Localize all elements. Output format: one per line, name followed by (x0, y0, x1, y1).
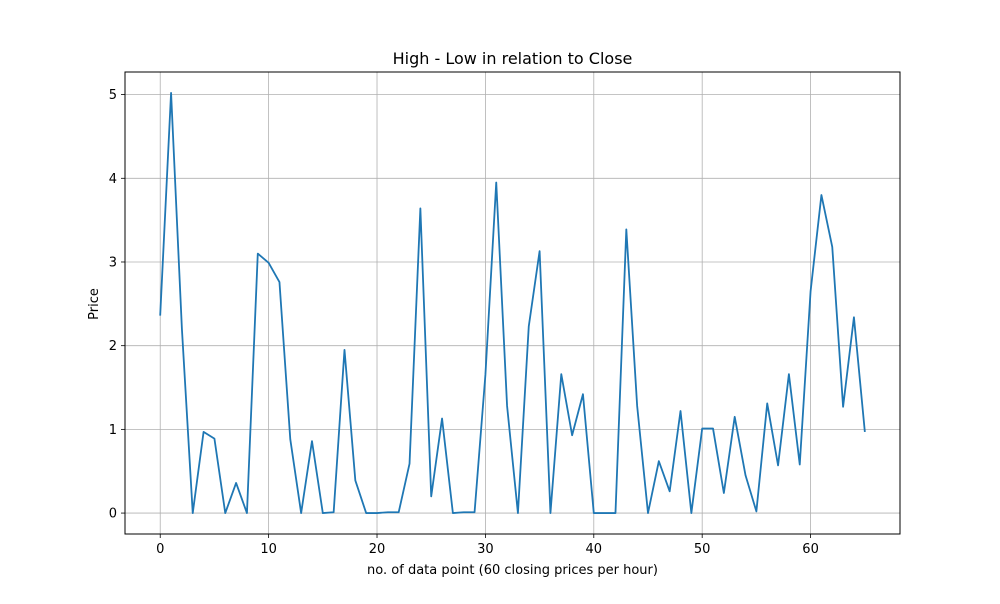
series-line (159, 92, 866, 514)
y-tick-label: 5 (109, 88, 117, 103)
y-tick-label: 2 (109, 339, 117, 354)
y-tick-label: 0 (109, 507, 117, 522)
x-tick-label: 20 (369, 542, 386, 557)
x-tick-label: 50 (694, 542, 711, 557)
chart-title: High - Low in relation to Close (393, 49, 633, 68)
grid-lines (125, 72, 900, 534)
axis-ticks: 0 10 20 30 40 50 60 0 1 2 3 4 5 (109, 88, 819, 557)
y-tick-label: 1 (109, 423, 117, 438)
x-tick-label: 60 (802, 542, 819, 557)
x-axis-label: no. of data point (60 closing prices per… (367, 563, 658, 578)
y-tick-label: 3 (109, 255, 117, 270)
x-tick-label: 0 (156, 542, 164, 557)
x-tick-label: 30 (477, 542, 494, 557)
x-tick-label: 40 (586, 542, 603, 557)
y-tick-label: 4 (109, 172, 117, 187)
y-axis-label: Price (87, 288, 102, 320)
series-layer (159, 92, 866, 514)
x-tick-label: 10 (260, 542, 277, 557)
plot-area-frame (124, 71, 901, 535)
